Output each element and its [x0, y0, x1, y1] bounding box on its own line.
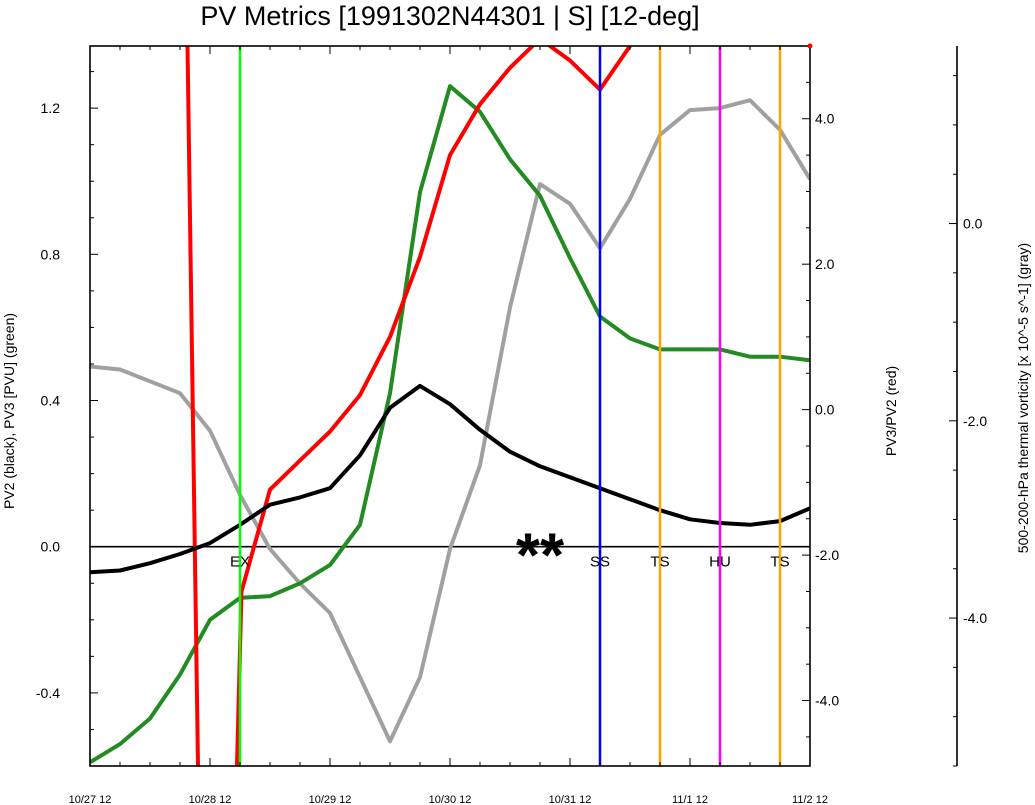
phase-label-ts-2: TS — [650, 554, 669, 571]
middle-axis-tick-label: 2.0 — [815, 256, 835, 272]
chart-title: PV Metrics [1991302N44301 | S] [12-deg] — [200, 1, 699, 31]
right-axis-tick-label: -4.0 — [963, 610, 987, 626]
x-tick-label: 10/29 12 — [309, 794, 352, 805]
left-axis-tick-label: 1.2 — [41, 100, 61, 116]
left-axis-tick-label: -0.4 — [36, 685, 60, 701]
series-line-pv2 — [90, 383, 810, 575]
series-line-ratio-seg1 — [235, 46, 633, 766]
axes: 10/27 12 10/28 12 10/29 12 10/30 12 10/31 12… — [1, 45, 1031, 805]
middle-axis-tick-label: 4.0 — [815, 111, 835, 127]
right-axis-tick-label: -2.0 — [963, 413, 987, 429]
middle-axis-label: PV3/PV2 (red) — [883, 366, 899, 456]
x-tick-label: 10/27 12 — [69, 794, 112, 805]
star-marker: ** — [516, 522, 565, 591]
phase-label-ss-1: SS — [590, 554, 610, 571]
x-tick-label: 10/30 12 — [429, 794, 472, 805]
vertical-event-lines — [238, 46, 782, 766]
phase-label-ex-0: EX — [230, 554, 250, 571]
chart-annotations: EX SS TS HU TS ** — [230, 43, 813, 591]
left-axis-tick-label: 0.4 — [41, 393, 61, 409]
middle-axis-tick-label: -2.0 — [815, 547, 839, 563]
series-layer — [90, 46, 810, 766]
left-axis-tick-label: 0.8 — [41, 246, 61, 262]
x-tick-label: 11/2 12 — [792, 794, 828, 805]
x-tick-label: 11/1 12 — [672, 794, 708, 805]
middle-axis-tick-label: 0.0 — [815, 402, 835, 418]
series-line-vort — [90, 98, 810, 744]
phase-label-hu-3: HU — [709, 554, 731, 571]
series-line-pv3 — [90, 84, 810, 765]
left-axis-tick-label: 0.0 — [41, 539, 61, 555]
right-axis-tick-label: 0.0 — [963, 216, 983, 232]
x-tick-label: 10/31 12 — [549, 794, 592, 805]
x-tick-label: 10/28 12 — [189, 794, 232, 805]
corner-dot — [807, 43, 813, 49]
series-line-ratio-seg0 — [185, 46, 200, 766]
middle-axis-tick-label: -4.0 — [815, 693, 839, 709]
left-axis-label: PV2 (black), PV3 [PVU] (green) — [1, 313, 17, 509]
right-axis-label: 500-200-hPa thermal vorticity [x 10^-5 s… — [1015, 243, 1031, 553]
phase-label-ts-4: TS — [770, 554, 789, 571]
